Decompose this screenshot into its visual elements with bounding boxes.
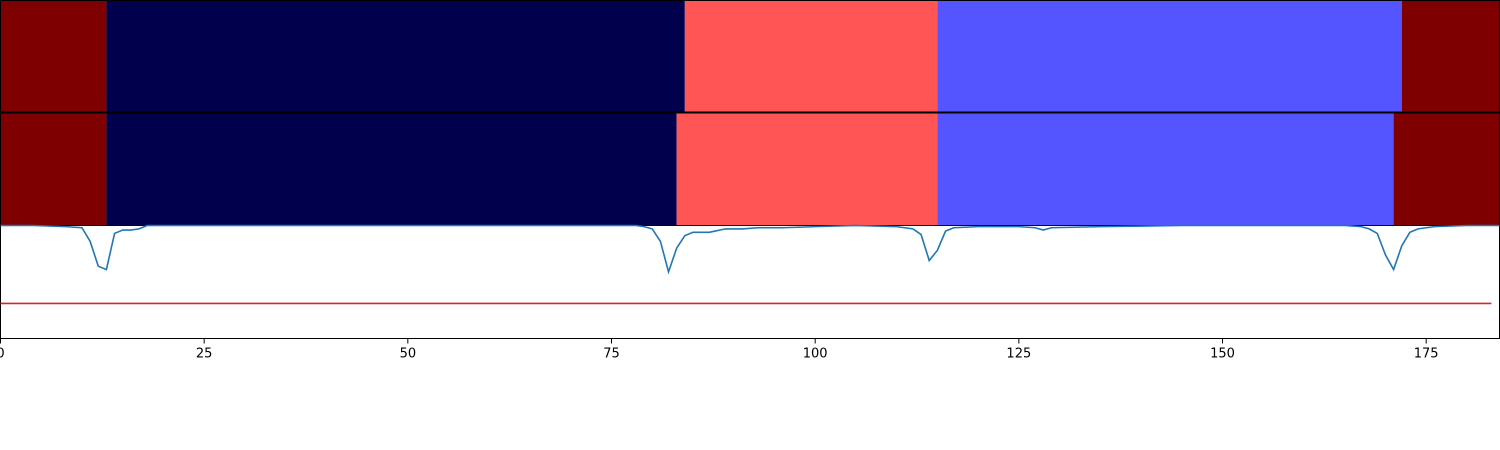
x-tick-label: 75 bbox=[603, 347, 620, 362]
segment-4 bbox=[937, 113, 1394, 226]
x-tick-label: 150 bbox=[1210, 347, 1235, 362]
signal-panel bbox=[0, 224, 1500, 339]
x-tick-label: 0 bbox=[0, 347, 5, 362]
x-tick-label: 25 bbox=[196, 347, 213, 362]
segment-5 bbox=[1401, 0, 1500, 112]
x-tick-label: 175 bbox=[1414, 347, 1439, 362]
segment-1 bbox=[0, 113, 107, 226]
segment-5 bbox=[1393, 113, 1500, 226]
segment-3 bbox=[684, 0, 938, 112]
segmentation-row-2 bbox=[0, 112, 1500, 226]
segment-4 bbox=[937, 0, 1402, 112]
signal-panel-frame bbox=[0, 225, 1500, 339]
x-tick-label: 125 bbox=[1006, 347, 1031, 362]
x-tick-label: 50 bbox=[400, 347, 417, 362]
x-tick-label: 100 bbox=[803, 347, 828, 362]
segment-2 bbox=[106, 113, 677, 226]
segmentation-row-1 bbox=[0, 0, 1500, 113]
segment-1 bbox=[0, 0, 107, 112]
segment-3 bbox=[676, 113, 938, 226]
x-axis: 0 25 50 75 100 125 150 175 bbox=[0, 338, 1439, 362]
segment-2 bbox=[106, 0, 685, 112]
signal-line bbox=[0, 224, 1500, 275]
